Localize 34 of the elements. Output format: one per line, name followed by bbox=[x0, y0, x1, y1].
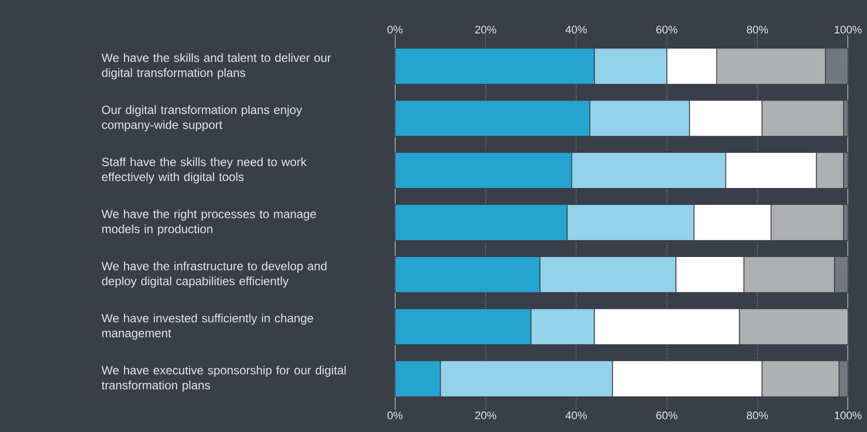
x2-tick-label: 100% bbox=[834, 26, 862, 34]
x2-tick-label: 40% bbox=[565, 26, 587, 34]
y-tick-label: Our digital transformation plans enjoy company-wide support bbox=[102, 105, 302, 132]
x-tick-label: 20% bbox=[475, 412, 496, 420]
bar bbox=[395, 48, 595, 85]
x2-tick-label: 60% bbox=[656, 26, 678, 34]
x-tick-label: 80% bbox=[746, 412, 768, 420]
bar bbox=[716, 48, 826, 85]
bar bbox=[395, 204, 568, 241]
bar bbox=[816, 152, 844, 189]
bar bbox=[762, 360, 840, 398]
bar bbox=[395, 152, 572, 189]
bar bbox=[395, 100, 590, 137]
y-tick-label: We have the skills and talent to deliver our digital transformation plans bbox=[102, 53, 331, 80]
y-tick-label: Staff have the skills they need to work effectively with digital tools bbox=[102, 157, 307, 184]
bar bbox=[738, 308, 848, 346]
x-tick-label: 40% bbox=[565, 412, 587, 420]
x2-tick-label: 0% bbox=[388, 26, 403, 34]
x2-tick-label: 20% bbox=[475, 26, 496, 34]
bar bbox=[770, 204, 844, 241]
bar bbox=[824, 48, 848, 85]
bar bbox=[395, 360, 441, 398]
y-tick-label: We have the right processes to manage models in production bbox=[102, 209, 316, 236]
x-tick-label: 0% bbox=[388, 412, 403, 420]
x2-tick-label: 80% bbox=[746, 26, 768, 34]
y-tick-label: We have the infrastructure to develop and deploy digital capabilities efficiently bbox=[102, 262, 326, 288]
x-tick-label: 100% bbox=[834, 412, 862, 420]
bar bbox=[395, 256, 540, 293]
bar bbox=[762, 100, 844, 137]
y-tick-label: We have invested sufficiently in change management bbox=[102, 314, 314, 340]
x-tick-label: 60% bbox=[656, 412, 678, 420]
bar bbox=[395, 308, 532, 346]
bar bbox=[743, 256, 835, 293]
y-tick-label: We have executive sponsorship for our digital transformation plans bbox=[102, 366, 346, 392]
